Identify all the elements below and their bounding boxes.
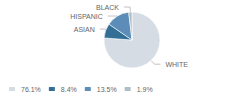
- svg-text:76.1%: 76.1%: [21, 86, 41, 93]
- svg-text:HISPANIC: HISPANIC: [70, 13, 103, 20]
- svg-text:8.4%: 8.4%: [61, 86, 77, 93]
- svg-text:WHITE: WHITE: [165, 61, 188, 68]
- svg-text:ASIAN: ASIAN: [74, 26, 95, 33]
- svg-text:1.9%: 1.9%: [137, 86, 153, 93]
- svg-text:BLACK: BLACK: [96, 4, 119, 11]
- svg-text:13.5%: 13.5%: [97, 86, 117, 93]
